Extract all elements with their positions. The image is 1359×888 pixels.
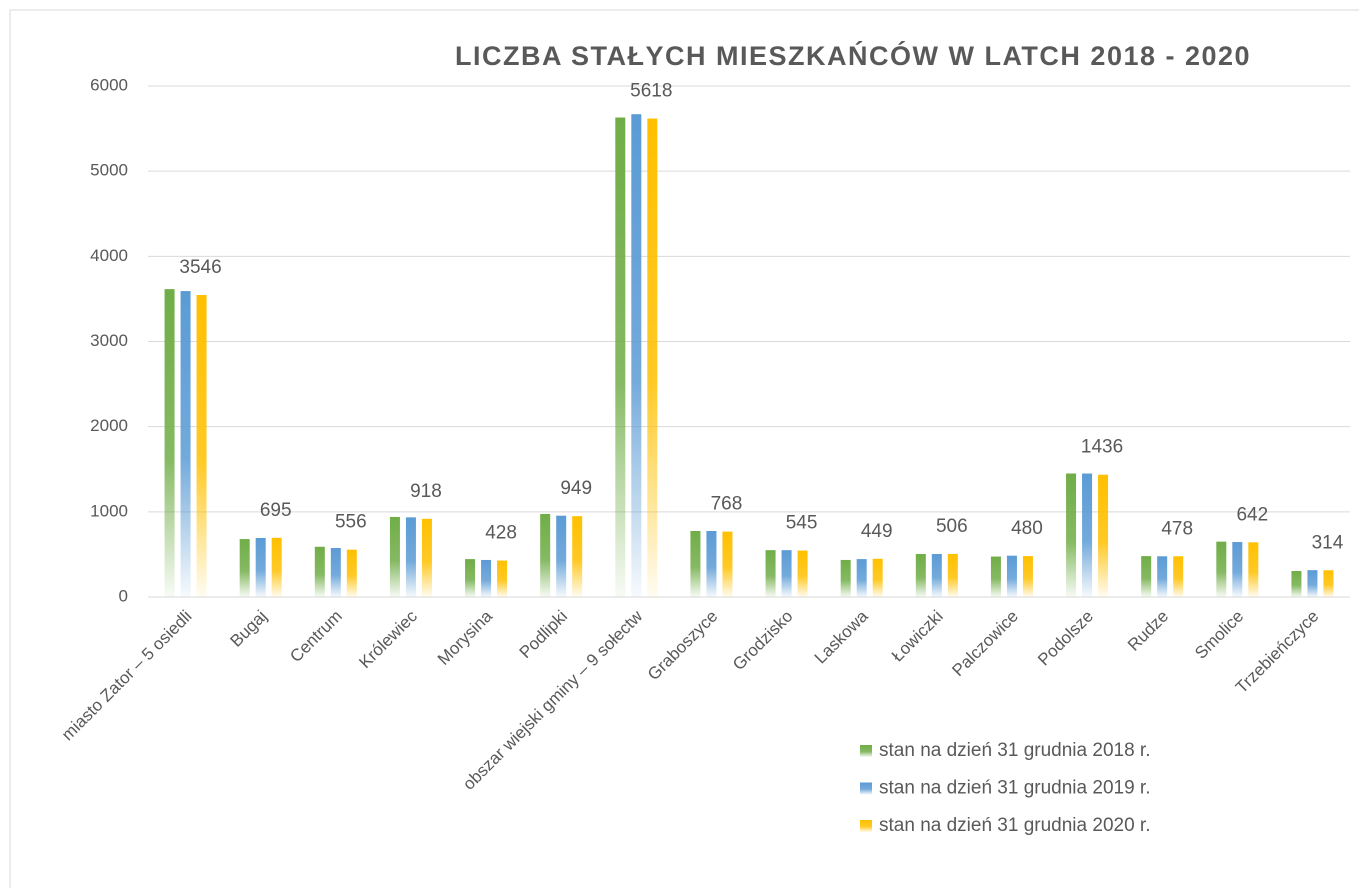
bar bbox=[330, 548, 341, 597]
legend-swatch bbox=[860, 820, 872, 832]
bar bbox=[722, 531, 733, 597]
bar bbox=[314, 546, 325, 597]
bar bbox=[690, 530, 701, 597]
y-tick-label: 6000 bbox=[90, 75, 128, 94]
bar bbox=[465, 559, 476, 597]
bar bbox=[647, 118, 658, 598]
data-label: 642 bbox=[1236, 504, 1268, 525]
y-tick-label: 0 bbox=[119, 586, 128, 605]
y-tick-label: 2000 bbox=[90, 416, 128, 435]
bar bbox=[1173, 556, 1184, 597]
bar bbox=[255, 537, 266, 597]
bar bbox=[1098, 474, 1109, 597]
bar bbox=[1082, 473, 1093, 597]
bar bbox=[797, 550, 808, 597]
data-label: 449 bbox=[861, 521, 893, 542]
data-label: 478 bbox=[1161, 518, 1193, 539]
bar bbox=[781, 550, 792, 597]
data-label: 918 bbox=[410, 481, 442, 502]
data-label: 3546 bbox=[179, 257, 221, 278]
data-label: 428 bbox=[485, 523, 517, 544]
bar bbox=[556, 515, 567, 597]
data-label: 556 bbox=[335, 512, 367, 533]
bar bbox=[1232, 542, 1243, 597]
bar bbox=[615, 117, 626, 598]
y-tick-label: 4000 bbox=[90, 246, 128, 265]
bar bbox=[1006, 555, 1017, 597]
y-tick-label: 1000 bbox=[90, 501, 128, 520]
bar bbox=[196, 294, 207, 597]
data-label: 5618 bbox=[630, 81, 672, 102]
data-label: 1436 bbox=[1081, 437, 1123, 458]
data-label: 768 bbox=[711, 494, 743, 515]
bar bbox=[1157, 556, 1168, 597]
bar bbox=[405, 517, 416, 597]
data-label: 506 bbox=[936, 516, 968, 537]
bar bbox=[389, 516, 400, 597]
bar bbox=[840, 559, 851, 597]
y-tick-label: 3000 bbox=[90, 331, 128, 350]
data-label: 314 bbox=[1312, 532, 1344, 553]
bar bbox=[271, 537, 282, 597]
bar bbox=[1291, 571, 1302, 597]
bar bbox=[1307, 570, 1318, 597]
bar bbox=[481, 559, 492, 597]
bar bbox=[421, 518, 432, 597]
data-label: 480 bbox=[1011, 518, 1043, 539]
legend-swatch bbox=[860, 782, 872, 795]
bar bbox=[872, 558, 883, 597]
bar bbox=[631, 114, 642, 597]
bar bbox=[572, 516, 583, 597]
bar bbox=[1141, 556, 1152, 597]
bar bbox=[765, 550, 776, 597]
bar bbox=[931, 553, 942, 597]
data-label: 949 bbox=[560, 478, 592, 499]
data-label: 545 bbox=[786, 513, 818, 534]
bar bbox=[346, 549, 357, 597]
bar bbox=[915, 553, 926, 597]
bar bbox=[164, 289, 175, 597]
bar bbox=[180, 291, 191, 597]
y-tick-label: 5000 bbox=[90, 161, 128, 180]
legend-label: stan na dzień 31 grudnia 2019 r. bbox=[879, 778, 1150, 799]
bar bbox=[706, 530, 717, 597]
data-label: 695 bbox=[260, 500, 292, 521]
bar bbox=[990, 556, 1001, 597]
legend-label: stan na dzień 31 grudnia 2020 r. bbox=[879, 815, 1150, 836]
bar bbox=[239, 539, 250, 597]
chart-frame bbox=[9, 9, 1359, 888]
legend-label: stan na dzień 31 grudnia 2018 r. bbox=[879, 740, 1150, 761]
bar bbox=[1248, 542, 1259, 597]
bar bbox=[540, 513, 551, 597]
bar bbox=[856, 559, 867, 597]
bar bbox=[1216, 541, 1227, 597]
chart-title: LICZBA STAŁYCH MIESZKAŃCÓW W LATCH 2018 … bbox=[455, 40, 1251, 71]
bar bbox=[497, 560, 508, 597]
bar bbox=[947, 553, 958, 597]
bar bbox=[1066, 473, 1077, 597]
bar bbox=[1323, 570, 1334, 597]
legend-swatch bbox=[860, 745, 872, 757]
bar bbox=[1022, 556, 1033, 597]
